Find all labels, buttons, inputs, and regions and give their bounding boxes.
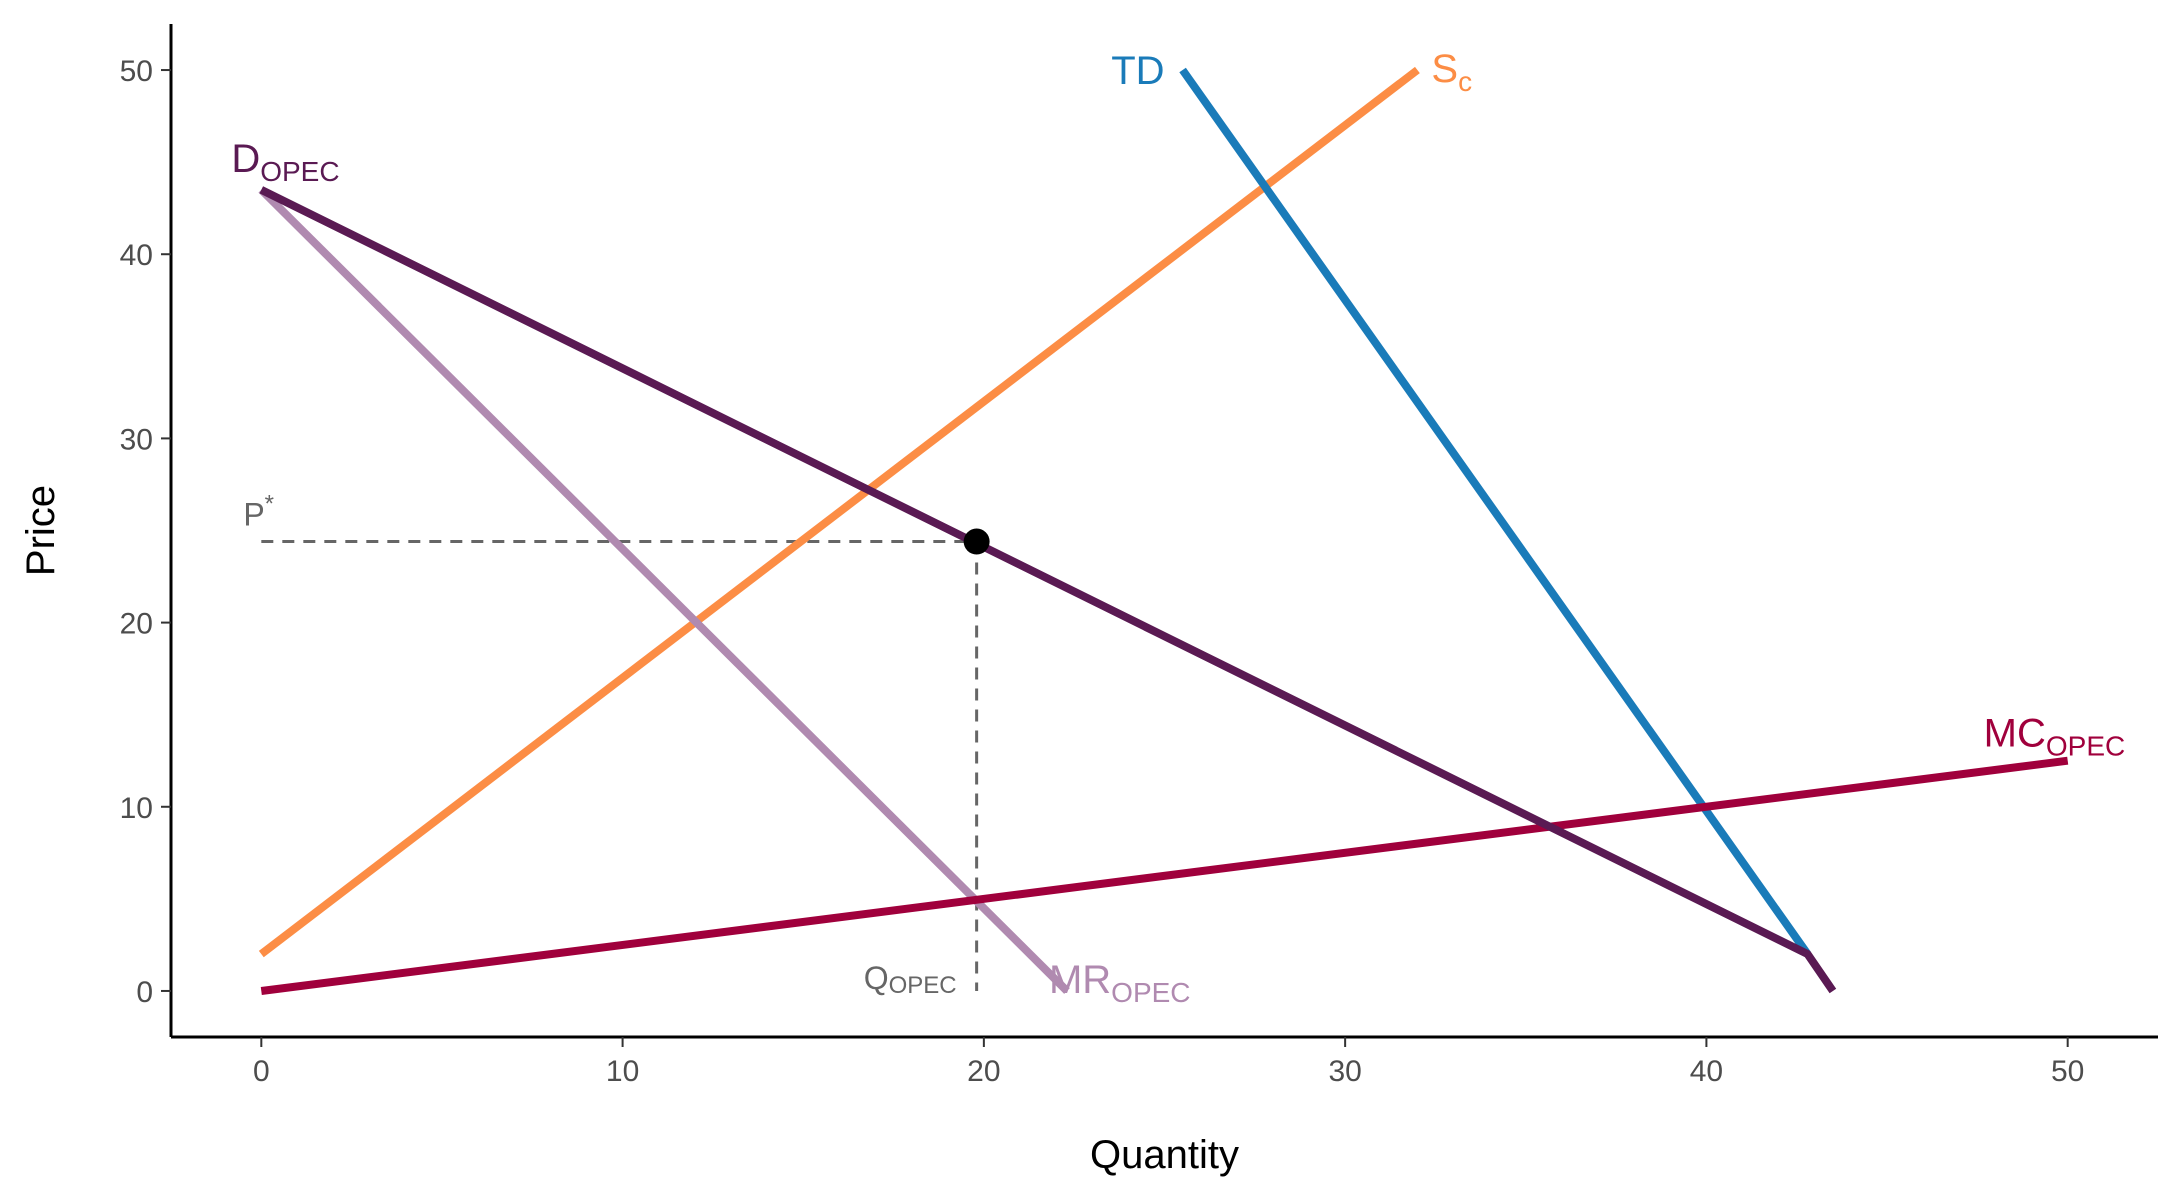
price-annotation-main: P bbox=[243, 497, 264, 533]
series-line-td bbox=[1179, 67, 1811, 957]
series-label-dopec: DOPEC bbox=[231, 137, 339, 187]
series-label-sc: Sc bbox=[1431, 47, 1472, 97]
series-label-sub: OPEC bbox=[2046, 731, 2125, 762]
series-label-main: D bbox=[231, 137, 260, 181]
x-tick-label: 10 bbox=[606, 1055, 639, 1088]
y-tick-label: 40 bbox=[120, 239, 153, 272]
y-tick-label: 30 bbox=[120, 423, 153, 456]
series-label-sub: OPEC bbox=[260, 156, 339, 187]
price-annotation-sup: * bbox=[265, 491, 274, 518]
series-label-main: MC bbox=[1984, 712, 2046, 756]
series-label-mcopec: MCOPEC bbox=[1984, 712, 2126, 762]
x-tick-label: 20 bbox=[967, 1055, 1000, 1088]
series-label-sub: OPEC bbox=[1111, 977, 1190, 1008]
x-axis-title: Quantity bbox=[1090, 1133, 1239, 1177]
series-label-main: TD bbox=[1111, 49, 1164, 93]
series-line-sc bbox=[258, 66, 1420, 958]
series-label-td: TD bbox=[1111, 49, 1164, 93]
x-tick-label: 50 bbox=[2051, 1055, 2084, 1088]
axes: 0 10 20 30 40 50 0 10 20 30 40 50 Quantity Price bbox=[19, 24, 2158, 1177]
y-tick-label: 10 bbox=[120, 792, 153, 825]
x-tick-label: 40 bbox=[1690, 1055, 1723, 1088]
equilibrium-point bbox=[963, 528, 990, 555]
y-tick-label: 20 bbox=[120, 608, 153, 641]
series-label-mropec: MROPEC bbox=[1049, 958, 1191, 1008]
quantity-annotation-main: Q bbox=[864, 960, 889, 996]
x-tick-label: 30 bbox=[1328, 1055, 1361, 1088]
quantity-annotation: QOPEC bbox=[864, 960, 957, 999]
y-tick-label: 0 bbox=[136, 976, 153, 1009]
series-line-dopec bbox=[259, 186, 1837, 994]
quantity-annotation-sub: OPEC bbox=[889, 972, 957, 999]
series-label-sub: c bbox=[1458, 66, 1472, 97]
series-line-mcopec bbox=[260, 756, 2069, 995]
price-annotation: P* bbox=[243, 491, 274, 533]
y-tick-label: 50 bbox=[120, 55, 153, 88]
series-lines bbox=[258, 66, 2069, 995]
series-line-mropec bbox=[258, 186, 1070, 994]
y-axis-title: Price bbox=[19, 485, 63, 576]
series-label-main: S bbox=[1431, 47, 1458, 91]
series-label-main: MR bbox=[1049, 958, 1111, 1002]
guide-lines bbox=[261, 540, 979, 991]
x-tick-label: 0 bbox=[253, 1055, 270, 1088]
